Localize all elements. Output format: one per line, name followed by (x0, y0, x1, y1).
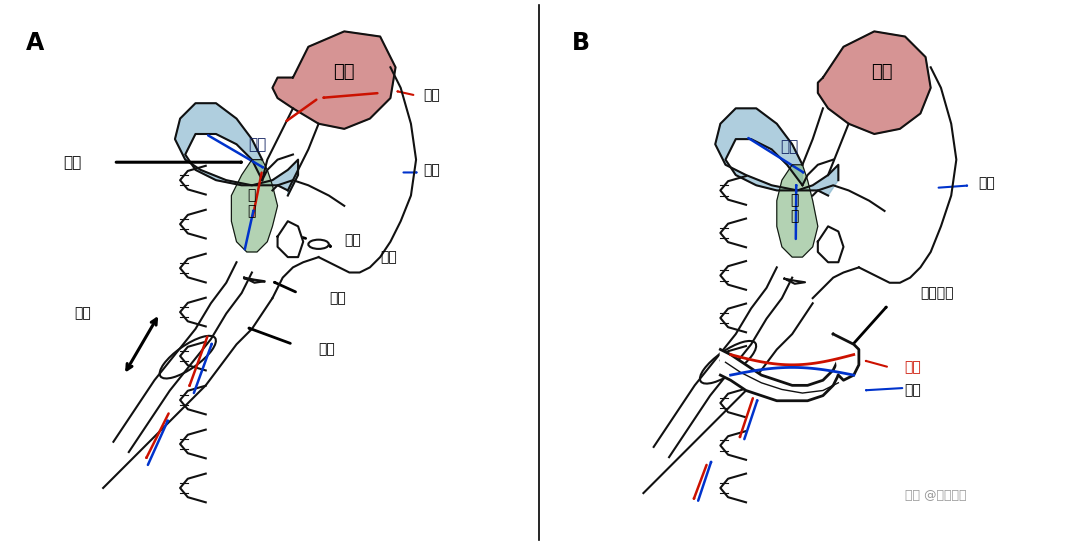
Polygon shape (244, 277, 265, 283)
Polygon shape (231, 160, 278, 252)
Polygon shape (777, 165, 818, 257)
Polygon shape (818, 32, 931, 134)
Polygon shape (175, 103, 298, 196)
Polygon shape (272, 32, 395, 129)
Text: 呼气: 呼气 (423, 163, 440, 177)
Text: 口腔: 口腔 (781, 140, 799, 154)
Text: 鼻腔: 鼻腔 (872, 63, 893, 81)
Text: 咽
腔: 咽 腔 (791, 193, 799, 223)
Text: 声门: 声门 (329, 291, 346, 305)
Text: B: B (571, 32, 590, 56)
Text: 气管: 气管 (319, 342, 336, 356)
Polygon shape (818, 226, 843, 262)
Ellipse shape (309, 240, 329, 249)
Polygon shape (720, 334, 838, 401)
Text: 呼气: 呼气 (978, 175, 996, 190)
Text: 鼻腔: 鼻腔 (334, 63, 355, 81)
Text: 会厌: 会厌 (345, 234, 361, 247)
Text: 吸气: 吸气 (904, 360, 921, 374)
Polygon shape (834, 334, 859, 380)
Text: 食管: 食管 (75, 306, 91, 320)
Polygon shape (278, 221, 303, 257)
Text: 知乎 @康养帮手: 知乎 @康养帮手 (905, 489, 967, 502)
Text: 口腔: 口腔 (248, 137, 266, 152)
Text: 气管套管: 气管套管 (920, 286, 954, 300)
Text: 呼气: 呼气 (904, 384, 921, 397)
Text: A: A (26, 32, 44, 56)
Text: 吸气: 吸气 (423, 88, 440, 102)
Polygon shape (784, 278, 805, 284)
Text: 舌骨: 舌骨 (380, 250, 397, 264)
Text: 软腭: 软腭 (64, 155, 81, 169)
Text: 咽
腔: 咽 腔 (247, 188, 256, 219)
Polygon shape (715, 108, 838, 196)
